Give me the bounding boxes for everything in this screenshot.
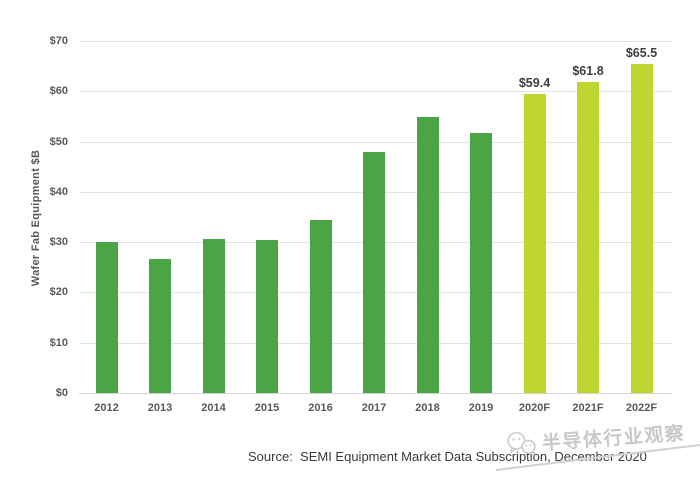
y-tick-label: $0 (55, 387, 68, 399)
x-axis-line (79, 393, 672, 394)
x-tick-label: 2018 (415, 402, 440, 414)
bar-value-label: $59.4 (518, 76, 551, 91)
bar-2018 (416, 116, 439, 393)
x-tick-label: 2013 (147, 402, 173, 414)
gridline (79, 41, 672, 42)
y-tick-label: $50 (49, 135, 68, 148)
x-tick-label: 2019 (468, 402, 494, 414)
watermark: 半导体行业观察 (504, 418, 686, 458)
gridline (79, 141, 672, 143)
y-tick-label: $10 (49, 336, 68, 349)
x-tick-label: 2020F (518, 402, 551, 414)
bar-2015 (256, 240, 278, 393)
bar-2016 (309, 220, 332, 393)
bar-value-label: $65.5 (625, 45, 658, 60)
x-tick-label: 2016 (308, 402, 333, 414)
gridline (79, 91, 672, 93)
bar-2019 (470, 133, 492, 393)
plot-area: $59.4 $61.8 $65.5 (79, 41, 672, 394)
y-tick-label: $70 (49, 35, 68, 47)
x-tick-label: 2014 (201, 402, 226, 414)
bar-value-label: $61.8 (572, 64, 604, 79)
y-tick-label: $40 (49, 185, 68, 198)
x-tick-label: 2021F (572, 402, 604, 414)
bar-2017 (363, 151, 385, 393)
y-tick-label: $20 (49, 286, 68, 299)
bar-2013 (149, 259, 171, 393)
x-tick-label: 2017 (361, 402, 387, 414)
y-tick-label: $60 (49, 85, 68, 98)
bar-2020F (523, 94, 546, 393)
x-tick-label: 2012 (94, 402, 119, 414)
bar-2012 (95, 242, 118, 393)
x-tick-label: 2022F (625, 402, 658, 414)
bar-2022F (630, 63, 653, 393)
y-tick-label: $30 (49, 236, 68, 249)
bar-2014 (202, 238, 225, 393)
x-tick-label: 2015 (254, 402, 280, 414)
bar-2021F (577, 82, 599, 393)
wechat-logo-icon (507, 431, 536, 455)
